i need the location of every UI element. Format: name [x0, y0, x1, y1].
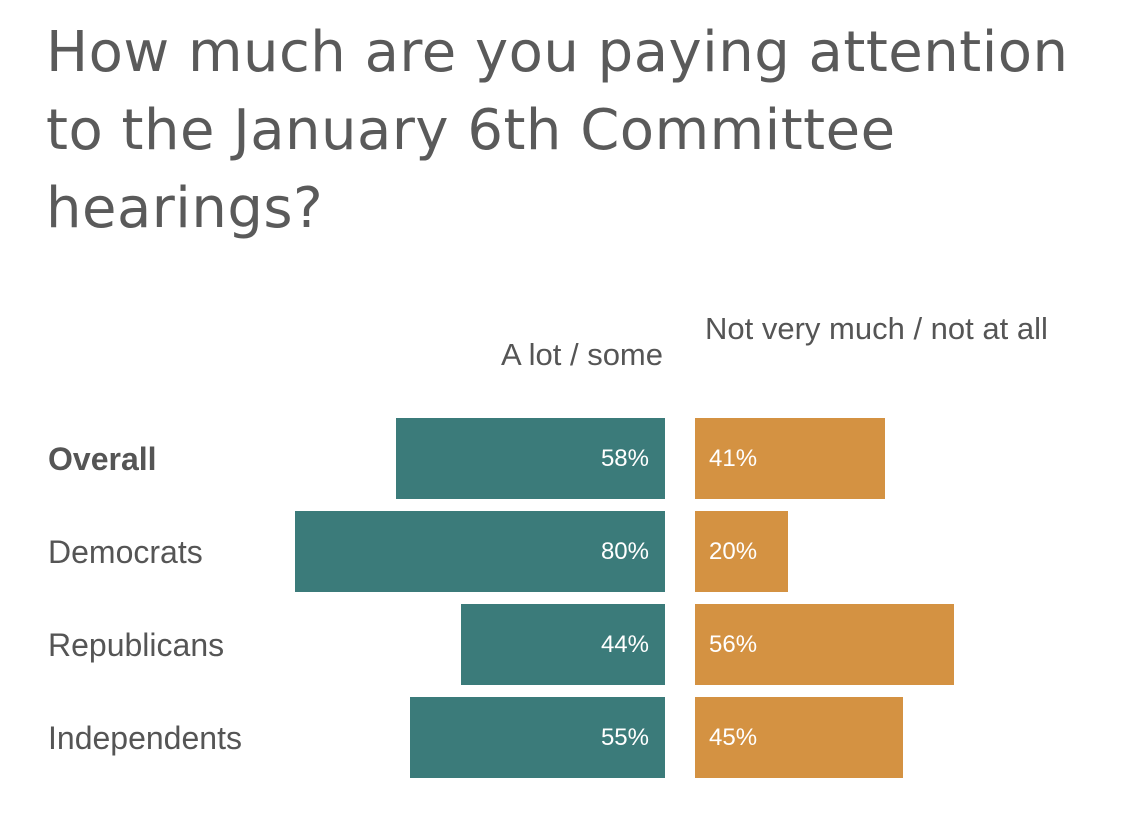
bar-label-not-very-much-republicans: 56%	[709, 631, 758, 658]
chart-title: How much are you paying attention to the…	[46, 20, 1069, 241]
bar-label-a-lot-some-democrats: 80%	[600, 538, 649, 565]
bar-a-lot-some-democrats: 80%	[294, 511, 665, 592]
bar-not-very-much-overall: 41%	[695, 418, 885, 499]
bar-a-lot-some-overall: 58%	[396, 418, 665, 499]
bar-label-not-very-much-democrats: 20%	[709, 538, 758, 565]
bar-label-not-very-much-overall: 41%	[709, 445, 758, 472]
row-label-independents: Independents	[48, 719, 242, 756]
bar-label-not-very-much-independents: 45%	[709, 724, 758, 751]
bar-not-very-much-independents: 45%	[695, 697, 904, 778]
bar-not-very-much-democrats: 20%	[695, 511, 788, 592]
bar-a-lot-some-republicans: 44%	[461, 604, 665, 685]
bar-label-a-lot-some-republicans: 44%	[600, 631, 649, 658]
row-label-democrats: Democrats	[48, 533, 203, 570]
row-label-republicans: Republicans	[48, 626, 225, 663]
series-header-a-lot-some: A lot / some	[501, 337, 663, 372]
series-header-not-very-much: Not very much / not at all	[705, 311, 1048, 346]
bar-label-a-lot-some-independents: 55%	[600, 724, 649, 751]
row-label-overall: Overall	[48, 440, 157, 477]
bar-label-a-lot-some-overall: 58%	[600, 445, 649, 472]
bar-a-lot-some-independents: 55%	[410, 697, 665, 778]
bar-not-very-much-republicans: 56%	[695, 604, 955, 685]
